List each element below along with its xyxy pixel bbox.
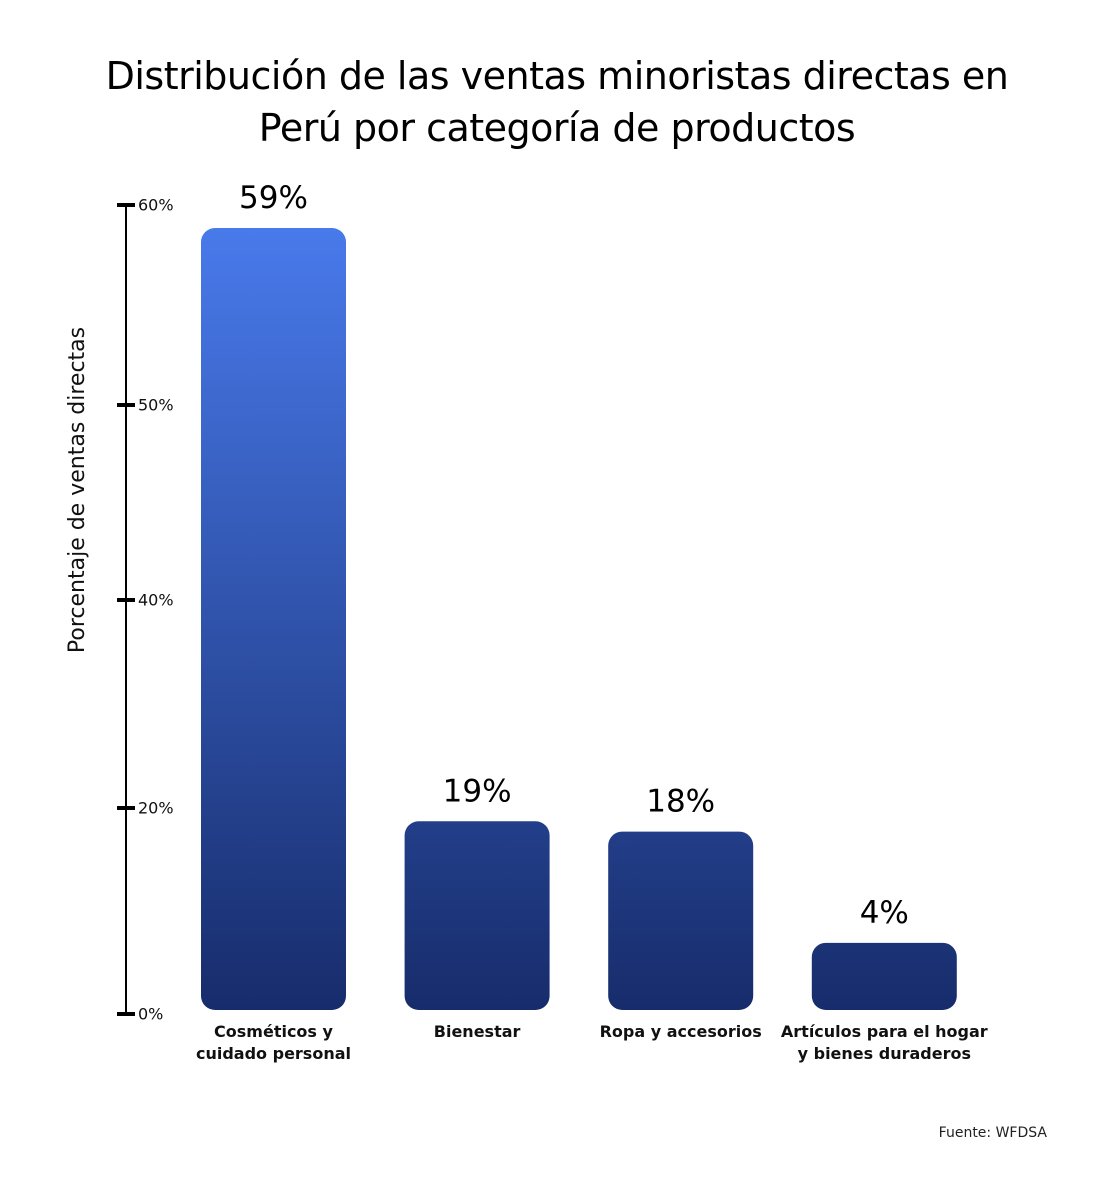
category-label: Bienestar	[434, 1022, 521, 1041]
source-note: Fuente: WFDSA	[938, 1125, 1047, 1141]
bars	[201, 228, 957, 1010]
category-label: Cosméticos y	[214, 1022, 333, 1041]
bar	[811, 942, 957, 1010]
category-label: Ropa y accesorios	[600, 1022, 762, 1041]
data-label: 59%	[239, 180, 308, 216]
category-label: cuidado personal	[196, 1044, 351, 1063]
data-label: 18%	[646, 784, 715, 820]
bar	[608, 831, 754, 1010]
category-label: Artículos para el hogar	[781, 1022, 988, 1041]
y-tick-label: 50%	[138, 396, 174, 415]
y-tick-label: 40%	[138, 591, 174, 610]
bar	[404, 821, 550, 1010]
chart-title: Distribución de las ventas minoristas di…	[0, 50, 1114, 154]
y-axis-title: Porcentaje de ventas directas	[65, 327, 90, 653]
chart-title-line-1: Distribución de las ventas minoristas di…	[105, 54, 1009, 98]
data-label: 19%	[443, 773, 512, 809]
data-label: 4%	[860, 895, 909, 931]
category-labels: Cosméticos y cuidado personal Bienestar Rop…	[196, 1022, 988, 1063]
y-tick-label: 20%	[138, 799, 174, 818]
y-tick-label: 60%	[138, 196, 174, 215]
bar	[201, 228, 346, 1010]
chart-title-line-2: Perú por categoría de productos	[258, 106, 856, 150]
data-labels: 59% 19% 18% 4%	[239, 180, 909, 931]
y-tick-label: 0%	[138, 1005, 163, 1024]
category-label: y bienes duraderos	[798, 1044, 971, 1063]
y-axis: 0% 20% 40% 50% 60%	[117, 196, 174, 1024]
